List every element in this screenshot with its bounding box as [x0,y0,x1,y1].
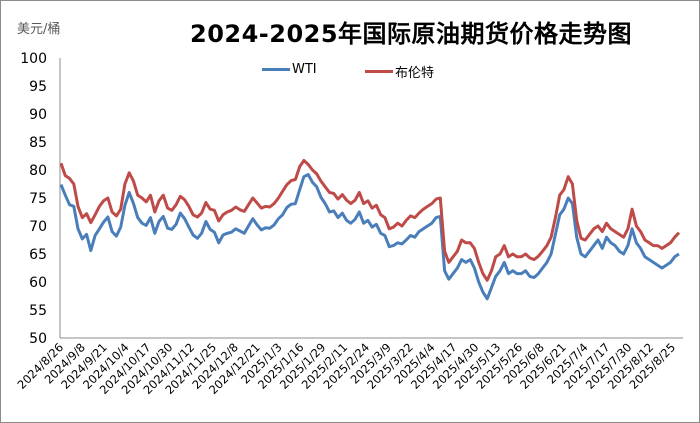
y-tick-label: 95 [29,79,47,95]
y-axis-unit-label: 美元/桶 [17,22,61,37]
y-tick-label: 85 [29,135,47,151]
y-tick-label: 100 [20,51,47,67]
y-tick-label: 50 [29,331,47,347]
series-line-wti [59,173,680,301]
legend-swatch-brent [365,70,393,73]
y-tick-label: 70 [29,219,47,235]
legend-label-brent: 布伦特 [395,66,435,81]
y-tick-label: 60 [29,275,47,291]
legend-label-wti: WTI [292,62,317,77]
y-tick-label: 65 [29,247,47,263]
legend-item-wti: WTI [262,62,317,77]
y-axis-ticks: 50 55 60 65 70 75 80 85 90 95 100 [20,51,47,347]
legend-item-brent: 布伦特 [365,62,434,81]
legend-swatch-wti [262,68,290,71]
x-axis-ticks: 2024/8/262024/9/82024/9/212024/10/42024/… [15,340,679,397]
y-tick-label: 75 [29,191,47,207]
y-tick-label: 55 [29,303,47,319]
y-tick-label: 80 [29,163,47,179]
series-line-brent [59,159,681,282]
chart-title: 2024-2025年国际原油期货价格走势图 [190,20,633,48]
y-tick-label: 90 [29,107,47,123]
